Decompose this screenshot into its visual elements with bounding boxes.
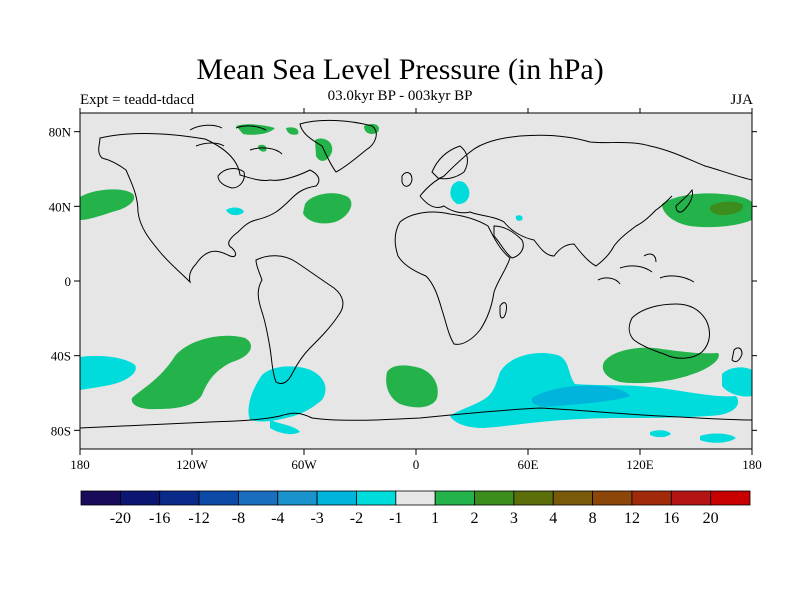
coastline-arabia [493,225,524,259]
colorbar-label: -1 [389,510,402,527]
coastline-madagascar [499,302,507,319]
colorbar-label: -3 [310,510,323,527]
y-tick-label: 80S [51,423,71,438]
x-tick-label: 0 [413,457,420,472]
colorbar: -20 -16 -12 -8 -4 -3 -2 -1 1 2 3 4 8 12 16 20 [80,490,751,527]
colorbar-swatch [513,490,554,506]
coastline-australia [628,303,710,359]
colorbar-swatch [592,490,633,506]
coastline-antarctica [80,407,752,429]
experiment-label: Expt = teadd-tdacd [80,92,195,108]
colorbar-swatch [434,490,475,506]
colorbar-label: 4 [549,510,557,527]
colorbar-label: -2 [350,510,363,527]
colorbar-swatch [552,490,593,506]
anomaly-greenland-patch-4 [364,124,379,134]
period-label: 03.0kyr BP - 003kyr BP [327,88,473,104]
coastline-japan [675,188,693,213]
coastline-africa [394,211,511,345]
anomaly-south-atlantic [386,365,438,408]
anomaly-labrador-spot [226,207,244,216]
anomaly-south-pacific [131,335,252,410]
anomaly-scotia-tail [270,420,300,435]
colorbar-swatch [631,490,672,506]
coastline-arctic-islands [189,124,283,155]
colorbar-label: 8 [589,510,597,527]
anomaly-central-north-atlantic [303,193,352,224]
colorbar-swatch [238,490,279,506]
x-tick-label: 180 [70,457,90,472]
colorbar-label: 3 [510,510,518,527]
season-label: JJA [730,92,753,108]
colorbar-swatch [119,490,161,506]
coastline-europe-asia [419,134,752,267]
anomaly-south-indian-ocean [602,347,719,384]
anomaly-southeast-pacific [80,355,136,390]
anomaly-pacific-spot [262,398,272,406]
colorbar-swatch [159,490,200,506]
y-tick-label: 80N [49,125,72,140]
coastline-scandinavia [431,145,468,180]
colorbar-label: -4 [271,510,284,527]
coastline-maritime-continent [597,253,695,285]
colorbar-label: 12 [624,510,640,527]
colorbar-label: 1 [431,510,439,527]
colorbar-swatch [80,490,121,506]
anomaly-north-pacific-east [80,189,135,220]
coastline-south-america [255,255,344,385]
colorbar-label: -12 [188,510,209,527]
coastline-british-isles [401,172,413,187]
colorbar-swatch [710,490,751,506]
colorbar-label: -16 [149,510,170,527]
coastline-hudson-bay [217,168,245,189]
colorbar-label: 20 [703,510,719,527]
colorbar-label: -20 [110,510,131,527]
x-axis: 180 120W 60W 0 60E 120E 180 [70,108,762,472]
y-tick-label: 0 [65,274,72,289]
anomaly-drake-passage [248,366,326,422]
x-tick-label: 120E [626,457,654,472]
colorbar-swatch [670,490,712,506]
anomaly-greenland-patch-1 [236,124,275,135]
anomaly-antarctic-ross-sea [722,367,752,397]
colorbar-label: 16 [663,510,679,527]
coastline-north-america [98,132,320,284]
colorbar-swatch [474,490,515,506]
x-tick-label: 180 [742,457,762,472]
y-axis: 80N 40N 0 40S 80S [49,125,757,438]
colorbar-label: -8 [232,510,245,527]
colorbar-label: 2 [471,510,479,527]
coastlines [80,119,752,429]
x-tick-label: 120W [176,457,209,472]
map-title: Mean Sea Level Pressure (in hPa) [196,53,604,86]
x-tick-label: 60E [518,457,539,472]
y-tick-label: 40N [49,199,72,214]
anomaly-greenland-patch-2 [286,127,299,135]
anomaly-east-antarctica-2 [650,430,671,438]
anomaly-black-sea [450,181,470,205]
anomaly-northwest-pacific-core [709,201,744,216]
coastline-new-zealand [731,347,743,363]
x-tick-label: 60W [291,457,317,472]
colorbar-swatch [395,490,436,506]
colorbar-swatch [316,490,357,506]
anomaly-gulf-spot [515,215,523,221]
anomaly-east-antarctica-1 [700,433,736,443]
coastline-greenland [299,119,377,173]
colorbar-swatch [356,490,397,506]
anomaly-southern-indian-ocean-core [531,385,630,407]
y-tick-label: 40S [51,349,71,364]
colorbar-swatch [277,490,318,506]
colorbar-swatch [198,490,239,506]
